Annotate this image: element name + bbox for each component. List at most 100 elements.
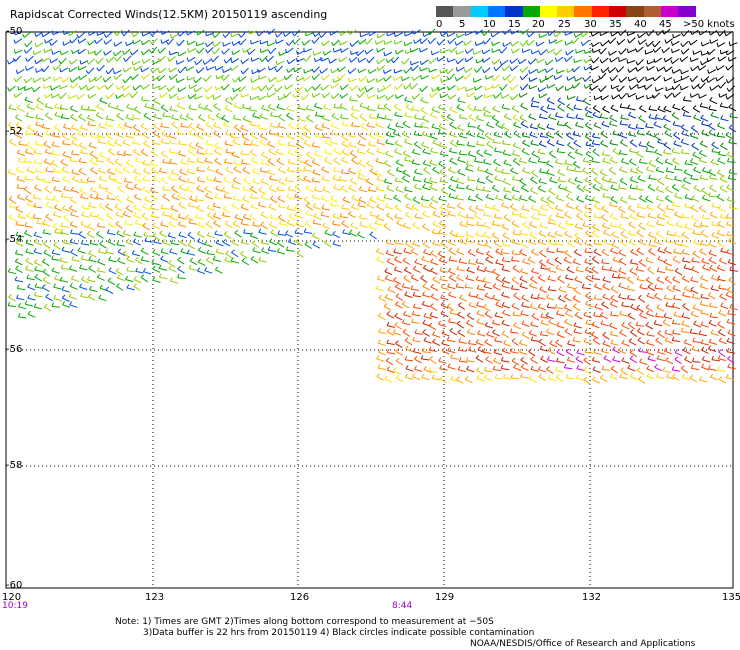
- wind-barb-flag: [188, 264, 192, 269]
- wind-barb-flag: [530, 267, 534, 272]
- wind-barb: [566, 205, 574, 210]
- wind-barb: [405, 243, 413, 249]
- wind-barb-flag: [546, 328, 550, 333]
- wind-barb: [717, 42, 726, 48]
- wind-barb-flag: [473, 105, 477, 110]
- wind-barb: [556, 250, 565, 253]
- wind-barb-flag: [77, 247, 81, 252]
- wind-barb: [458, 304, 466, 311]
- wind-barb-flag: [467, 249, 472, 253]
- wind-barb: [456, 286, 465, 289]
- wind-barb: [70, 116, 78, 122]
- wind-barb: [285, 91, 292, 98]
- wind-barb-flag: [725, 291, 729, 296]
- wind-barb-flag: [421, 141, 425, 146]
- wind-barb: [232, 141, 241, 146]
- wind-barb-flag: [502, 42, 505, 47]
- wind-barb-flag: [708, 168, 712, 173]
- wind-barb-flag: [481, 58, 484, 63]
- wind-barb: [447, 206, 456, 209]
- wind-barb: [203, 133, 212, 138]
- wind-barb: [105, 39, 113, 45]
- wind-barb-flag: [252, 178, 256, 182]
- wind-barb-flag: [286, 68, 289, 73]
- wind-barb: [207, 116, 216, 121]
- wind-barb-flag: [680, 149, 684, 154]
- wind-barb-flag: [691, 293, 695, 298]
- wind-barb: [593, 179, 602, 185]
- wind-barb-flag: [258, 87, 262, 92]
- wind-barb-flag: [87, 120, 90, 125]
- wind-barb-flag: [377, 339, 381, 344]
- wind-barb: [304, 243, 313, 250]
- wind-barb-flag: [585, 319, 588, 324]
- wind-barb: [177, 96, 186, 101]
- wind-barb-flag: [720, 142, 724, 147]
- wind-barb: [196, 152, 205, 155]
- wind-barb: [556, 313, 565, 317]
- wind-barb: [214, 41, 222, 47]
- wind-barb: [330, 142, 339, 145]
- wind-barb: [17, 152, 25, 157]
- wind-barb: [537, 306, 546, 311]
- wind-barb-flag: [656, 220, 660, 225]
- wind-barb-flag: [383, 223, 388, 227]
- wind-barb-flag: [485, 175, 490, 179]
- wind-barb: [637, 206, 646, 210]
- wind-barb-flag: [656, 276, 660, 281]
- wind-barb-flag: [341, 149, 345, 153]
- wind-barb-flag: [474, 95, 477, 100]
- wind-barb-flag: [113, 42, 116, 47]
- wind-barb: [629, 37, 636, 44]
- wind-barb-flag: [511, 249, 515, 254]
- wind-barb-flag: [528, 77, 531, 82]
- wind-barb: [638, 241, 647, 246]
- wind-barb: [674, 78, 683, 84]
- wind-barb: [87, 109, 96, 112]
- wind-barb-flag: [662, 115, 666, 119]
- wind-barb-flag: [519, 114, 523, 119]
- wind-barb: [350, 114, 359, 120]
- wind-barb-flag: [259, 57, 263, 62]
- wind-barb-flag: [133, 283, 138, 287]
- wind-barb-flag: [333, 157, 337, 161]
- wind-barb-flag: [116, 112, 120, 117]
- wind-barb: [691, 29, 699, 36]
- wind-barb-flag: [547, 139, 551, 143]
- wind-barb: [386, 325, 396, 328]
- wind-barb: [135, 222, 144, 226]
- wind-barb-flag: [438, 129, 441, 134]
- wind-barb: [628, 241, 637, 246]
- wind-barb-flag: [59, 104, 63, 109]
- wind-barb-flag: [635, 61, 639, 66]
- wind-barb-flag: [598, 87, 602, 92]
- wind-barb: [231, 154, 240, 159]
- wind-barb-flag: [449, 229, 454, 234]
- wind-barb: [126, 199, 135, 204]
- wind-barb-flag: [303, 131, 307, 136]
- wind-barb: [71, 37, 78, 44]
- wind-barb: [630, 251, 639, 256]
- wind-barb: [43, 76, 51, 82]
- wind-barb: [160, 141, 169, 145]
- wind-barb-flag: [14, 258, 19, 262]
- wind-barb-flag: [591, 157, 594, 162]
- wind-barb-flag: [646, 141, 650, 145]
- wind-barb-flag: [546, 131, 550, 136]
- wind-barb-flag: [558, 222, 562, 227]
- wind-barb-flag: [646, 292, 650, 297]
- wind-barb: [484, 152, 493, 156]
- wind-barb: [609, 269, 618, 273]
- wind-barb-flag: [341, 220, 346, 224]
- wind-barb: [501, 304, 510, 309]
- wind-barb: [414, 261, 423, 266]
- wind-barb-flag: [648, 159, 652, 164]
- wind-barb: [124, 76, 131, 84]
- wind-barb: [484, 269, 493, 273]
- wind-barb-flag: [276, 185, 279, 190]
- wind-barb-flag: [701, 213, 705, 219]
- wind-barb-flag: [404, 138, 408, 143]
- wind-barb: [169, 251, 178, 255]
- wind-barb: [639, 197, 647, 203]
- wind-barb-flag: [105, 95, 109, 99]
